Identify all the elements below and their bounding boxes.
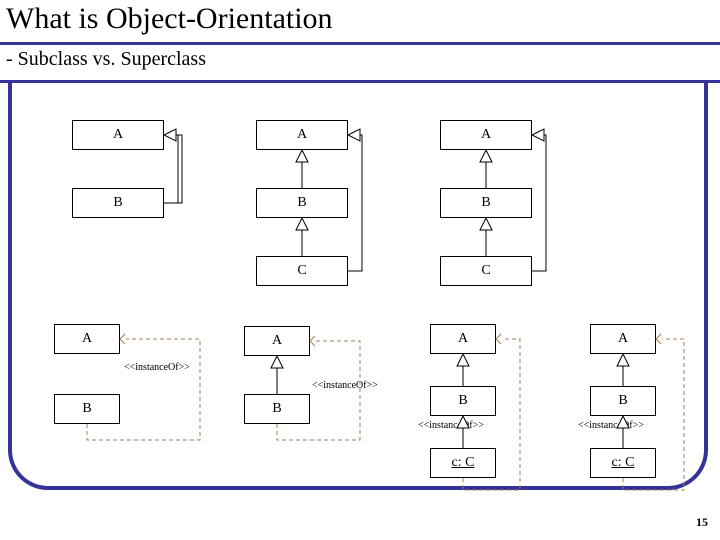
instanceof-label: <<instanceOf>> (418, 420, 484, 431)
uml-box-c3C: C (440, 256, 532, 286)
uml-box-low2B: B (244, 394, 310, 424)
uml-box-low1B: B (54, 394, 120, 424)
instanceof-label: <<instanceOf>> (312, 380, 378, 391)
uml-box-c1B: B (72, 188, 164, 218)
uml-box-c2B: B (256, 188, 348, 218)
uml-box-low3B: B (430, 386, 496, 416)
uml-box-low2A: A (244, 326, 310, 356)
page-title: What is Object-Orientation (6, 2, 333, 36)
uml-box-low4B: B (590, 386, 656, 416)
uml-box-c3B: B (440, 188, 532, 218)
uml-box-c3A: A (440, 120, 532, 150)
instanceof-label: <<instanceOf>> (124, 362, 190, 373)
divider-top (0, 42, 720, 45)
page-subtitle: - Subclass vs. Superclass (6, 48, 206, 71)
uml-box-low3A: A (430, 324, 496, 354)
uml-box-low1A: A (54, 324, 120, 354)
uml-box-c2C: C (256, 256, 348, 286)
uml-box-c2A: A (256, 120, 348, 150)
instanceof-label: <<instanceOf>> (578, 420, 644, 431)
uml-box-low4C: c: C (590, 448, 656, 478)
uml-box-low4A: A (590, 324, 656, 354)
uml-box-low3C: c: C (430, 448, 496, 478)
page-number: 15 (696, 515, 708, 530)
uml-box-c1A: A (72, 120, 164, 150)
